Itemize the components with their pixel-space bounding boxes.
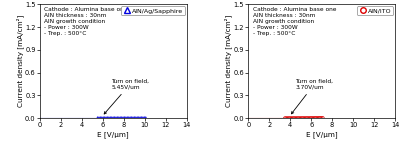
Point [116, 117, 122, 119]
Point [128, 117, 135, 119]
Point [300, 117, 306, 119]
Point [294, 117, 300, 119]
Point [309, 117, 316, 119]
Point [313, 117, 319, 119]
Point [121, 117, 128, 119]
Point [131, 117, 138, 119]
X-axis label: E [V/μm]: E [V/μm] [306, 131, 338, 138]
Point [142, 117, 149, 119]
Point [306, 117, 313, 119]
Text: Cathode : Alumina base one
AlN thickness : 30nm
AlN growth condition
- Power : 3: Cathode : Alumina base one AlN thickness… [44, 7, 128, 36]
Point [136, 117, 142, 119]
Point [299, 117, 305, 119]
Point [99, 117, 105, 119]
Point [138, 117, 145, 119]
Point [96, 117, 102, 119]
Point [304, 117, 310, 119]
Point [284, 117, 291, 119]
Point [127, 117, 133, 119]
Point [126, 117, 132, 119]
Point [310, 117, 317, 119]
Legend: AlN/ITO: AlN/ITO [357, 6, 393, 15]
Y-axis label: Current density [mA/cm²]: Current density [mA/cm²] [16, 15, 24, 107]
Point [295, 117, 301, 119]
Point [100, 117, 107, 119]
Point [314, 117, 321, 119]
Point [117, 117, 123, 119]
Point [107, 117, 113, 119]
Point [101, 117, 108, 119]
Point [119, 117, 125, 119]
Point [137, 117, 143, 119]
Point [283, 117, 289, 119]
Point [312, 117, 318, 119]
Point [308, 117, 314, 119]
Point [140, 117, 146, 119]
Point [320, 117, 326, 119]
Point [282, 117, 288, 119]
Point [301, 117, 308, 119]
Point [113, 117, 119, 119]
Point [291, 117, 297, 119]
Point [94, 117, 101, 119]
Point [134, 117, 140, 119]
Point [130, 117, 136, 119]
Text: Cathode : Alumina base one
AlN thickness : 30nm
AlN growth condition
- Power : 3: Cathode : Alumina base one AlN thickness… [253, 7, 336, 36]
Point [106, 117, 112, 119]
Point [97, 117, 104, 119]
Point [120, 117, 126, 119]
Point [290, 117, 296, 119]
Point [297, 117, 304, 119]
Point [287, 117, 293, 119]
Point [316, 117, 322, 119]
X-axis label: E [V/μm]: E [V/μm] [97, 131, 129, 138]
Point [123, 117, 129, 119]
Point [141, 117, 148, 119]
Y-axis label: Current density [mA/cm²]: Current density [mA/cm²] [224, 15, 232, 107]
Legend: AlN/Ag/Sapphire: AlN/Ag/Sapphire [121, 6, 185, 15]
Point [109, 117, 115, 119]
Point [296, 117, 302, 119]
Text: Turn on field,
5.45V/um: Turn on field, 5.45V/um [104, 79, 149, 114]
Point [286, 117, 292, 119]
Point [104, 117, 111, 119]
Point [317, 117, 323, 119]
Point [302, 117, 309, 119]
Point [288, 117, 294, 119]
Point [318, 117, 324, 119]
Point [110, 117, 117, 119]
Point [132, 117, 139, 119]
Point [305, 117, 312, 119]
Text: Turn on field,
3.70V/um: Turn on field, 3.70V/um [291, 79, 334, 114]
Point [124, 117, 130, 119]
Point [111, 117, 118, 119]
Point [103, 117, 109, 119]
Point [114, 117, 120, 119]
Point [292, 117, 298, 119]
